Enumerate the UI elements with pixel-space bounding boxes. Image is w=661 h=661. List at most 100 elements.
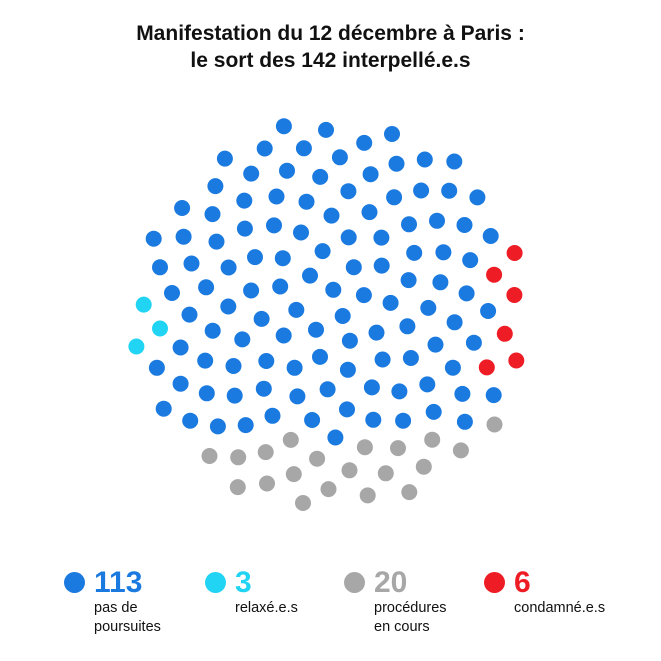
dot-proc-dures-en-cours <box>230 449 247 466</box>
dot-pas-de-poursuites <box>429 212 445 229</box>
dot-pas-de-poursuites <box>253 310 270 327</box>
dot-pas-de-poursuites <box>237 417 254 434</box>
dot-proc-dures-en-cours <box>356 439 373 456</box>
legend-label-relaxes: relaxé.e.s <box>235 599 385 618</box>
dot-pas-de-poursuites <box>148 359 165 376</box>
dot-pas-de-poursuites <box>399 318 416 335</box>
legend-label-line: relaxé.e.s <box>235 600 298 616</box>
legend-label-line: poursuites <box>94 619 161 635</box>
legend-count-procedures-en-cours: 20 <box>374 566 408 599</box>
dot-pas-de-poursuites <box>255 380 272 397</box>
dot-proc-dures-en-cours <box>452 442 469 459</box>
dot-pas-de-poursuites <box>373 257 390 274</box>
legend-dot-relaxes <box>205 572 226 593</box>
dot-pas-de-poursuites <box>355 287 372 304</box>
dot-pas-de-poursuites <box>341 332 358 349</box>
dot-condamn-e-s <box>506 287 523 303</box>
dot-pas-de-poursuites <box>373 229 390 246</box>
dot-pas-de-poursuites <box>243 282 260 299</box>
chart-title: Manifestation du 12 décembre à Paris : l… <box>0 20 661 74</box>
dot-pas-de-poursuites <box>361 204 378 221</box>
dot-pas-de-poursuites <box>172 375 189 392</box>
legend-label-line: en cours <box>374 619 430 635</box>
dot-condamn-e-s <box>506 245 523 261</box>
dot-pas-de-poursuites <box>293 224 309 241</box>
dot-pas-de-poursuites <box>469 189 486 206</box>
dot-pas-de-poursuites <box>312 168 329 185</box>
dot-relax-e-s <box>135 296 152 313</box>
dot-proc-dures-en-cours <box>341 462 358 479</box>
dot-pas-de-poursuites <box>175 228 192 245</box>
dot-pas-de-poursuites <box>458 285 475 302</box>
dot-proc-dures-en-cours <box>390 440 406 457</box>
dot-pas-de-poursuites <box>413 182 430 199</box>
legend-label-condamnes: condamné.e.s <box>514 599 661 618</box>
dot-pas-de-poursuites <box>401 216 417 233</box>
legend-count-pas-de-poursuites: 113 <box>94 566 143 599</box>
dot-pas-de-poursuites <box>181 306 198 323</box>
chart-title-line-2: le sort des 142 interpellé.e.s <box>190 49 471 72</box>
legend-label-line: pas de <box>94 600 138 616</box>
dot-pas-de-poursuites <box>268 188 285 205</box>
dot-pas-de-poursuites <box>272 278 289 295</box>
dot-pas-de-poursuites <box>391 383 408 400</box>
dot-proc-dures-en-cours <box>201 448 218 464</box>
dot-pas-de-poursuites <box>182 412 199 429</box>
dot-pas-de-poursuites <box>435 244 452 261</box>
dot-condamn-e-s <box>486 266 503 283</box>
dot-proc-dures-en-cours <box>295 495 311 511</box>
dot-pas-de-poursuites <box>275 327 292 344</box>
dot-pas-de-poursuites <box>340 229 357 246</box>
dot-pas-de-poursuites <box>234 331 251 348</box>
dot-proc-dures-en-cours <box>320 481 337 498</box>
dot-pas-de-poursuites <box>420 299 437 316</box>
dot-pas-de-poursuites <box>289 388 306 405</box>
dot-pas-de-poursuites <box>236 220 253 237</box>
dot-pas-de-poursuites <box>432 274 449 291</box>
dot-pas-de-poursuites <box>446 314 463 331</box>
dot-pas-de-poursuites <box>204 206 221 223</box>
dot-pas-de-poursuites <box>456 217 473 233</box>
dot-proc-dures-en-cours <box>424 431 441 448</box>
dot-pas-de-poursuites <box>183 255 200 272</box>
dot-proc-dures-en-cours <box>401 484 418 501</box>
dot-pas-de-poursuites <box>275 118 292 135</box>
dot-pas-de-poursuites <box>207 178 224 195</box>
dot-pas-de-poursuites <box>256 140 273 157</box>
dot-pas-de-poursuites <box>382 294 399 311</box>
dot-pas-de-poursuites <box>482 228 499 244</box>
legend-count-relaxes: 3 <box>235 566 252 599</box>
dot-pas-de-poursuites <box>416 151 433 168</box>
dot-pas-de-poursuites <box>339 401 355 418</box>
dot-condamn-e-s <box>508 352 525 369</box>
dot-pas-de-poursuites <box>388 155 405 172</box>
dot-relax-e-s <box>128 338 145 355</box>
legend-dot-procedures-en-cours <box>344 572 365 593</box>
dot-condamn-e-s <box>478 359 495 376</box>
dot-pas-de-poursuites <box>456 413 473 430</box>
dot-pas-de-poursuites <box>308 321 324 338</box>
dot-pas-de-poursuites <box>402 350 419 366</box>
dot-condamn-e-s <box>496 325 513 342</box>
dot-pas-de-poursuites <box>286 359 303 376</box>
dot-pas-de-poursuites <box>247 249 263 266</box>
dot-pas-de-poursuites <box>362 166 379 183</box>
dot-pas-de-poursuites <box>279 162 295 179</box>
dot-pas-de-poursuites <box>327 429 344 446</box>
dot-pas-de-poursuites <box>340 183 357 200</box>
dot-pas-de-poursuites <box>356 134 373 151</box>
dot-pas-de-poursuites <box>220 298 237 315</box>
dot-pas-de-poursuites <box>441 182 458 199</box>
dot-pas-de-poursuites <box>243 165 260 182</box>
dot-pas-de-poursuites <box>400 272 417 289</box>
legend-label-line: condamné.e.s <box>514 600 606 616</box>
legend-label-line: procédures <box>374 600 447 616</box>
dot-pas-de-poursuites <box>444 359 461 376</box>
legend-dot-pas-de-poursuites <box>64 572 85 593</box>
dot-pas-de-poursuites <box>419 376 436 393</box>
dot-pas-de-poursuites <box>454 385 471 402</box>
chart-title-line-1: Manifestation du 12 décembre à Paris : <box>136 22 525 45</box>
dot-pas-de-poursuites <box>155 400 172 417</box>
dot-pas-de-poursuites <box>198 385 215 402</box>
